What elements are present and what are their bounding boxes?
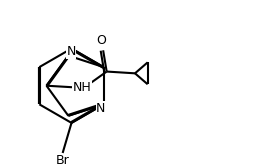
Text: NH: NH <box>73 81 91 94</box>
Text: N: N <box>67 45 76 58</box>
Text: O: O <box>96 34 106 47</box>
Text: N: N <box>96 102 105 115</box>
Text: Br: Br <box>56 154 70 166</box>
